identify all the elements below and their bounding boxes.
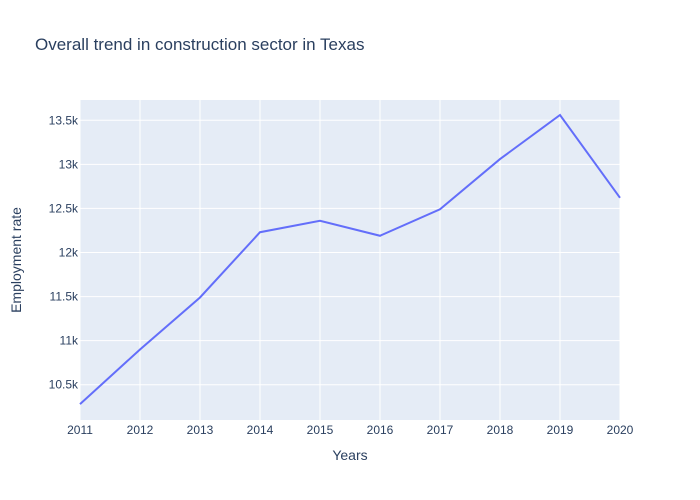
- x-axis-title: Years: [332, 447, 367, 463]
- y-tick-label: 12.5k: [49, 201, 79, 215]
- y-axis-ticks: 10.5k 11k 11.5k 12k 12.5k 13k 13.5k: [49, 113, 79, 391]
- x-tick-label: 2012: [127, 423, 154, 437]
- series-line: [79, 113, 621, 405]
- x-axis-ticks: 2011 2012 2013 2014 2015 2016 2017 2018 2019 2020: [67, 423, 634, 437]
- x-tick-label: 2013: [187, 423, 214, 437]
- y-tick-label: 13k: [59, 157, 79, 171]
- y-tick-label: 13.5k: [49, 113, 79, 127]
- x-tick-label: 2016: [367, 423, 394, 437]
- y-tick-label: 11k: [60, 334, 79, 348]
- x-tick-label: 2019: [547, 423, 574, 437]
- x-tick-label: 2020: [607, 423, 634, 437]
- x-tick-label: 2018: [487, 423, 514, 437]
- x-tick-label: 2017: [427, 423, 454, 437]
- y-tick-label: 10.5k: [49, 378, 79, 392]
- plot-area: [80, 100, 620, 420]
- chart-title: Overall trend in construction sector in …: [35, 35, 364, 54]
- grid-lines: [79, 100, 621, 420]
- y-axis-title: Employment rate: [8, 207, 24, 313]
- x-tick-label: 2014: [247, 423, 274, 437]
- y-tick-label: 12k: [59, 246, 79, 260]
- x-tick-label: 2015: [307, 423, 334, 437]
- y-tick-label: 11.5k: [50, 290, 79, 304]
- x-tick-label: 2011: [67, 423, 93, 437]
